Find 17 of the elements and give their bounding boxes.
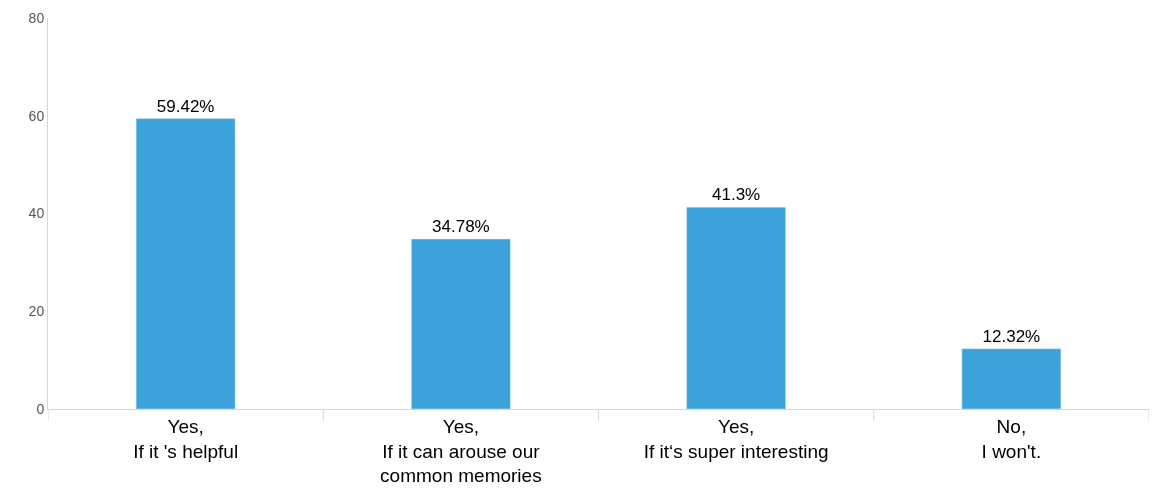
- y-tick-label: 0: [36, 400, 45, 417]
- bar: [961, 348, 1062, 409]
- data-label: 59.42%: [156, 96, 215, 116]
- data-label: 12.32%: [982, 326, 1041, 346]
- bar: [411, 238, 511, 409]
- y-tick-label: 40: [28, 205, 45, 222]
- x-tick-label: Yes, If it‘s super interesting: [643, 415, 829, 462]
- y-tick-label: 80: [28, 9, 45, 26]
- bar: [135, 118, 236, 409]
- x-tick-label: Yes, If it 's helpful: [133, 415, 239, 462]
- y-tick-label: 20: [28, 303, 45, 320]
- data-label: 41.3%: [712, 185, 761, 205]
- x-tick-label: No, I won't.: [981, 415, 1042, 462]
- bar: [686, 206, 786, 409]
- x-tick-label: Yes, If it can arouse our common memories: [380, 415, 542, 487]
- y-tick-label: 60: [28, 107, 45, 124]
- data-label: 34.78%: [432, 217, 490, 237]
